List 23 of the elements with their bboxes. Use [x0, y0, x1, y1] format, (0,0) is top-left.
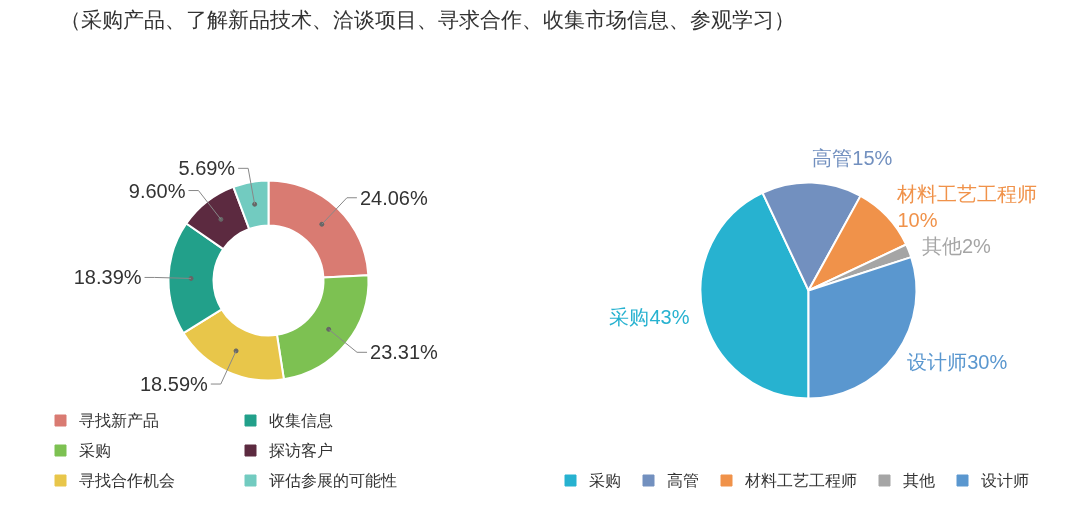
data-label: 5.69%	[178, 157, 236, 180]
legend-label: 收集信息	[268, 412, 333, 429]
legend-label: 其他	[902, 472, 935, 489]
chart-title: （采购产品、了解新品技术、洽谈项目、寻求合作、收集市场信息、参观学习）	[59, 7, 795, 33]
legend-label: 采购	[78, 442, 111, 459]
data-label: 高管15%	[812, 146, 893, 169]
legend-label: 采购	[588, 472, 621, 489]
data-label: 23.31%	[370, 341, 439, 364]
data-label: 设计师30%	[907, 351, 1008, 374]
data-label: 采购43%	[609, 306, 690, 329]
data-label: 18.39%	[73, 266, 142, 289]
data-label: 材料工艺工程师 10%	[896, 182, 1038, 232]
legend-label: 高管	[666, 472, 699, 489]
data-label: 24.06%	[359, 186, 428, 209]
legend-label: 评估参展的可能性	[268, 472, 397, 489]
data-label: 18.59%	[139, 373, 209, 396]
legend-label: 材料工艺工程师	[743, 472, 857, 489]
legend-label: 设计师	[980, 472, 1029, 489]
legend-label: 探访客户	[268, 442, 333, 459]
data-label: 9.60%	[128, 179, 186, 202]
data-label: 其他2%	[921, 234, 992, 257]
legend-label: 寻找新产品	[78, 412, 159, 429]
legend-label: 寻找合作机会	[78, 472, 175, 489]
